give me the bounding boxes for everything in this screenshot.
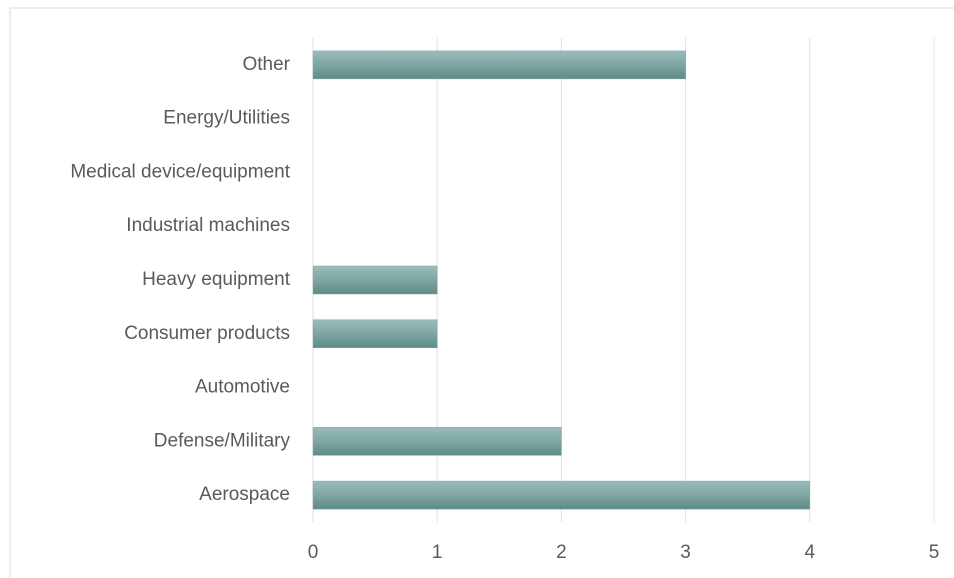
y-tick-label: Defense/Military xyxy=(154,430,291,451)
x-tick-label: 2 xyxy=(556,542,567,563)
chart-border xyxy=(9,7,954,578)
y-tick-label: Industrial machines xyxy=(126,215,290,236)
x-tick-label: 1 xyxy=(432,542,443,563)
y-tick-label: Other xyxy=(242,54,290,75)
bar xyxy=(312,427,562,456)
bar xyxy=(312,480,811,510)
y-tick-label: Aerospace xyxy=(199,484,290,505)
x-tick-label: 3 xyxy=(680,542,691,563)
y-tick-label: Consumer products xyxy=(124,323,290,344)
y-tick-label: Medical device/equipment xyxy=(70,161,290,182)
bar xyxy=(312,265,438,295)
y-tick-label: Heavy equipment xyxy=(142,269,291,290)
x-tick-label: 4 xyxy=(805,542,816,563)
x-tick-label: 5 xyxy=(929,542,940,563)
bar xyxy=(312,50,686,80)
y-tick-label: Energy/Utilities xyxy=(163,108,290,129)
bar xyxy=(312,319,438,349)
x-tick-label: 0 xyxy=(308,542,319,563)
y-tick-label: Automotive xyxy=(195,377,290,398)
